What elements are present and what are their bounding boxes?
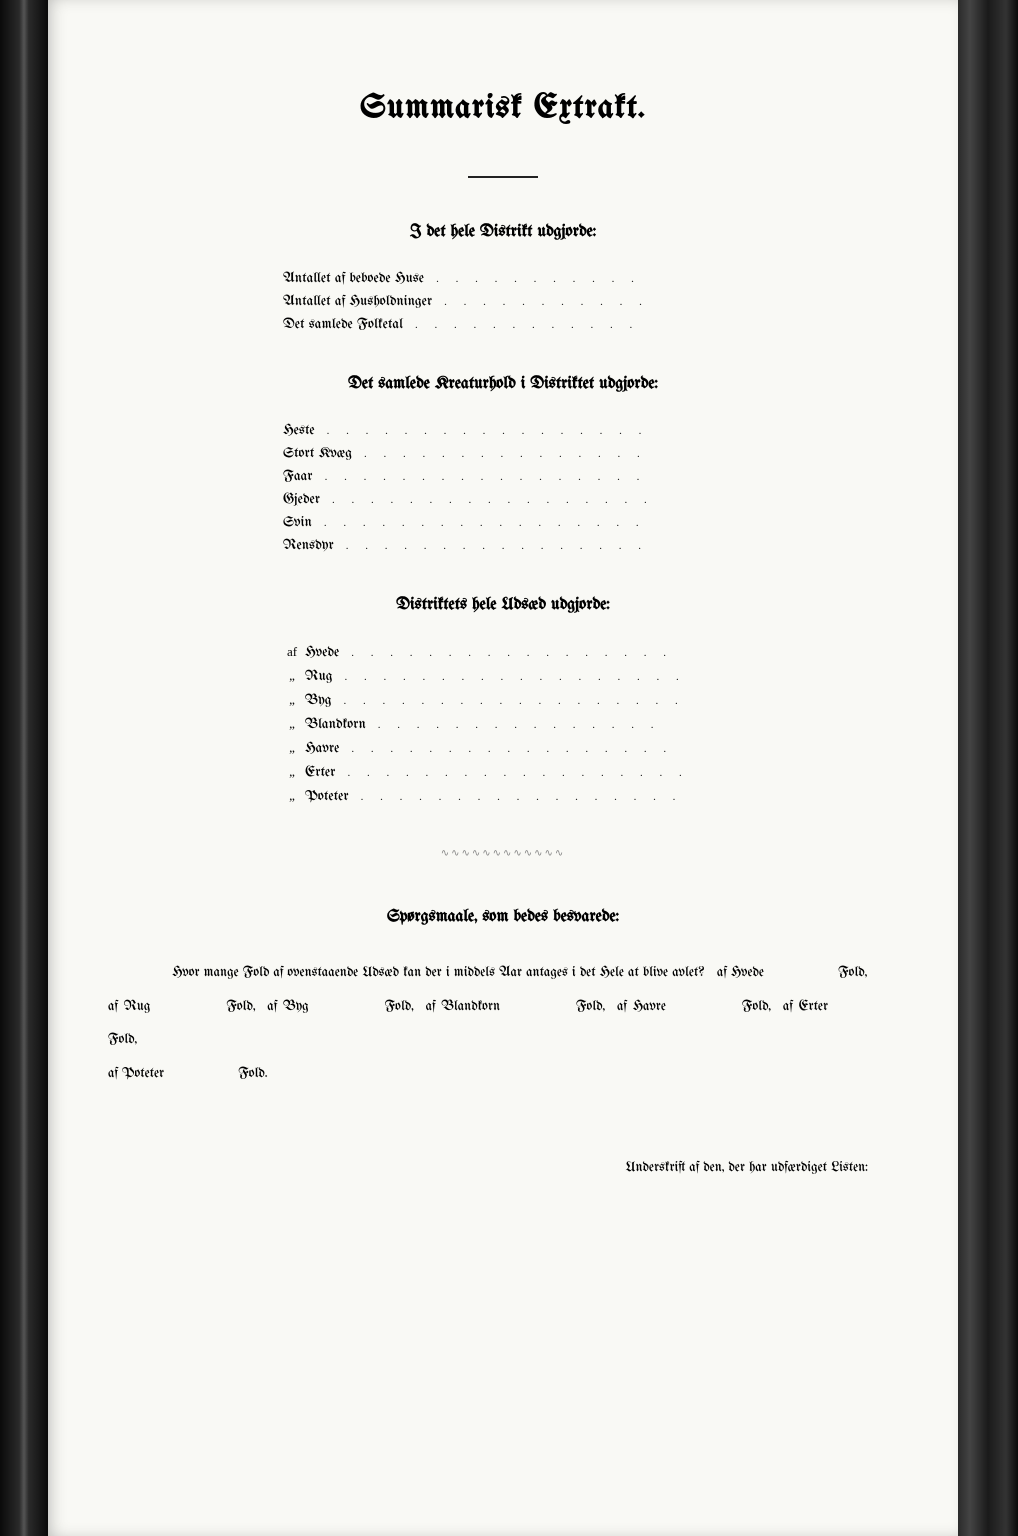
leader-dots: . . . . . . . . . . . . . . . . . [339, 743, 723, 755]
leader-dots: . . . . . . . . . . . . . . . . . [313, 471, 723, 483]
questions-text: Hvor mange Fold af ovenstaaende Udsæd ka… [108, 956, 898, 1090]
item-label: Poteter [305, 789, 349, 804]
leader-dots: . . . . . . . . . . . [424, 273, 723, 285]
list-item: „ Byg . . . . . . . . . . . . . . . . . … [283, 692, 723, 708]
prefix: „ [283, 692, 301, 708]
q-part: Fold. [238, 1066, 267, 1081]
list-item: Stort Kvæg . . . . . . . . . . . . . . . [283, 446, 723, 461]
leader-dots: . . . . . . . . . . . . . . . [366, 719, 723, 731]
q-part: Fold, [838, 965, 867, 980]
prefix: „ [283, 668, 301, 684]
section3-heading: Distriktets hele Udsæd udgjorde: [108, 597, 898, 614]
list-item: Antallet af beboede Huse . . . . . . . .… [283, 271, 723, 286]
list-item: Heste . . . . . . . . . . . . . . . . . [283, 423, 723, 438]
q-part: Fold, [742, 999, 771, 1014]
q-part: Fold, [226, 999, 255, 1014]
prefix: „ [283, 764, 301, 780]
q-lead: Hvor mange Fold af ovenstaaende Udsæd ka… [172, 965, 704, 980]
document-page: Summarisk Extrakt. I det hele Distrikt u… [48, 0, 958, 1536]
q-part: Fold, [385, 999, 414, 1014]
q-part: af Erter [783, 999, 828, 1014]
item-label: Gjeder [283, 492, 320, 507]
q-part: af Blandkorn [426, 999, 500, 1014]
list-item: Det samlede Folketal . . . . . . . . . .… [283, 317, 723, 332]
list-item: af Hvede . . . . . . . . . . . . . . . .… [283, 644, 723, 660]
item-label: Svin [283, 515, 312, 530]
q-part: Fold, [576, 999, 605, 1014]
prefix: af [283, 644, 301, 660]
item-label: Blandkorn [305, 717, 366, 732]
leader-dots: . . . . . . . . . . . . . . . . . . [332, 695, 724, 707]
list-item: Antallet af Husholdninger . . . . . . . … [283, 294, 723, 309]
questions-block: Hvor mange Fold af ovenstaaende Udsæd ka… [108, 956, 898, 1090]
item-label: Havre [305, 741, 339, 756]
prefix: „ [283, 788, 301, 804]
list-item: „ Blandkorn . . . . . . . . . . . . . . … [283, 716, 723, 732]
item-label: Rug [305, 669, 333, 684]
signature-line: Underskrift af den, der har udfærdiget L… [108, 1160, 898, 1175]
separator-rule: ∿∿∿∿∿∿∿∿∿∿∿∿ [438, 848, 568, 859]
prefix: „ [283, 740, 301, 756]
item-label: Heste [283, 423, 315, 438]
list-item: „ Erter . . . . . . . . . . . . . . . . … [283, 764, 723, 780]
list-item: Faar . . . . . . . . . . . . . . . . . [283, 469, 723, 484]
leader-dots: . . . . . . . . . . . [432, 296, 723, 308]
item-label: Det samlede Folketal [283, 317, 403, 332]
list-item: „ Poteter . . . . . . . . . . . . . . . … [283, 788, 723, 804]
q-part: af Havre [617, 999, 666, 1014]
leader-dots: . . . . . . . . . . . . . . . . . [349, 791, 723, 803]
leader-dots: . . . . . . . . . . . . [403, 319, 723, 331]
q-part: af Hvede [717, 965, 764, 980]
item-label: Faar [283, 469, 313, 484]
leader-dots: . . . . . . . . . . . . . . . . . [339, 647, 723, 659]
leader-dots: . . . . . . . . . . . . . . . . [334, 540, 723, 552]
section3-items: af Hvede . . . . . . . . . . . . . . . .… [283, 644, 723, 804]
list-item: Gjeder . . . . . . . . . . . . . . . . . [283, 492, 723, 507]
item-label: Hvede [305, 645, 339, 660]
section1-items: Antallet af beboede Huse . . . . . . . .… [283, 271, 723, 332]
item-label: Erter [305, 765, 335, 780]
questions-heading: Spørgsmaale, som bedes besvarede: [108, 909, 898, 926]
item-label: Antallet af beboede Huse [283, 271, 424, 286]
leader-dots: . . . . . . . . . . . . . . . [352, 448, 723, 460]
page-title: Summarisk Extrakt. [108, 90, 898, 126]
item-label: Byg [305, 693, 332, 708]
item-label: Rensdyr [283, 538, 334, 553]
leader-dots: . . . . . . . . . . . . . . . . . [315, 425, 723, 437]
leader-dots: . . . . . . . . . . . . . . . . . . [333, 671, 723, 683]
list-item: „ Rug . . . . . . . . . . . . . . . . . … [283, 668, 723, 684]
prefix: „ [283, 716, 301, 732]
leader-dots: . . . . . . . . . . . . . . . . . [312, 517, 723, 529]
list-item: Rensdyr . . . . . . . . . . . . . . . . [283, 538, 723, 553]
section2-items: Heste . . . . . . . . . . . . . . . . . … [283, 423, 723, 553]
section1-heading: I det hele Distrikt udgjorde: [108, 224, 898, 241]
list-item: Svin . . . . . . . . . . . . . . . . . [283, 515, 723, 530]
leader-dots: . . . . . . . . . . . . . . . . . . [335, 767, 723, 779]
facing-page-edge [958, 0, 1018, 1536]
book-spine [0, 0, 48, 1536]
q-part: Fold, [108, 1032, 137, 1047]
q-part: af Rug [108, 999, 150, 1014]
section2-heading: Det samlede Kreaturhold i Distriktet udg… [108, 376, 898, 393]
item-label: Antallet af Husholdninger [283, 294, 432, 309]
list-item: „ Havre . . . . . . . . . . . . . . . . … [283, 740, 723, 756]
item-label: Stort Kvæg [283, 446, 352, 461]
q-part: af Byg [267, 999, 308, 1014]
leader-dots: . . . . . . . . . . . . . . . . . [320, 494, 723, 506]
title-rule [468, 176, 538, 178]
q-part: af Poteter [108, 1066, 164, 1081]
